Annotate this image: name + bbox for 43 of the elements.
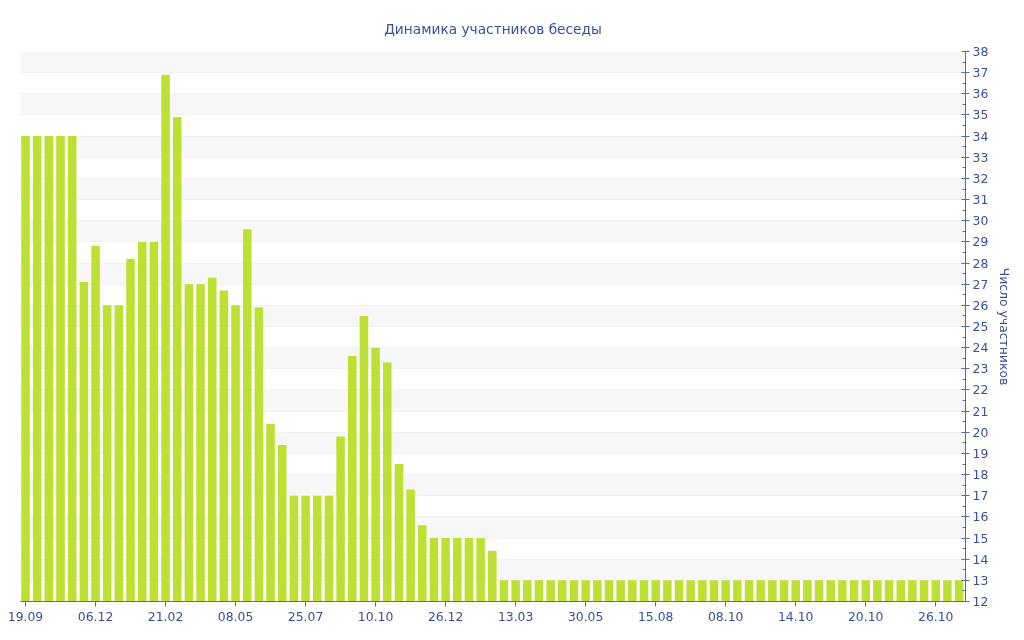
x-tick-label: 19.09 (7, 608, 44, 624)
y-tick-label: 31 (972, 192, 989, 208)
x-tick-label: 14.10 (777, 608, 814, 624)
x-tick-label: 26.10 (918, 608, 954, 624)
y-tick-label: 18 (972, 467, 989, 483)
x-tick-label: 06.12 (77, 608, 114, 624)
x-tick-label: 26.12 (427, 608, 464, 624)
x-tick-label: 13.03 (497, 608, 534, 624)
x-tick-label: 08.10 (707, 608, 744, 624)
x-tick-label: 15.08 (637, 608, 674, 624)
y-tick-label: 17 (972, 488, 989, 504)
y-tick-label: 36 (972, 86, 989, 102)
y-tick-label: 24 (972, 340, 989, 356)
y-tick-label: 30 (972, 213, 989, 229)
y-axis-title: Число участников (997, 267, 1013, 386)
y-tick-label: 13 (972, 572, 989, 588)
y-tick-label: 22 (972, 382, 989, 398)
chart-title: Динамика участников беседы (384, 20, 602, 37)
x-tick-label: 30.05 (567, 608, 604, 624)
y-tick-label: 14 (972, 551, 989, 567)
y-tick-label: 34 (972, 128, 989, 144)
y-tick-label: 38 (972, 44, 989, 59)
y-tick-label: 19 (972, 445, 989, 461)
x-tick-label: 21.02 (147, 608, 184, 624)
y-tick-label: 15 (972, 530, 989, 546)
y-tick-label: 37 (972, 65, 989, 81)
x-tick-label: 20.10 (847, 608, 884, 624)
x-tick-label: 10.10 (357, 608, 394, 624)
x-tick-label: 25.07 (287, 608, 324, 624)
y-tick-label: 21 (972, 403, 989, 419)
y-tick-label: 32 (972, 170, 989, 186)
y-tick-label: 16 (972, 509, 989, 525)
y-tick-label: 25 (972, 319, 989, 334)
y-tick-label: 35 (972, 107, 989, 123)
y-tick-label: 27 (972, 276, 989, 292)
y-tick-label: 20 (972, 424, 989, 440)
y-tick-label: 12 (972, 594, 989, 609)
x-tick-label: 08.05 (217, 608, 254, 624)
y-tick-label: 26 (972, 297, 989, 313)
y-tick-label: 23 (972, 361, 989, 377)
y-tick-label: 28 (972, 255, 989, 271)
y-tick-label: 33 (972, 149, 989, 165)
y-tick-label: 29 (972, 234, 989, 250)
